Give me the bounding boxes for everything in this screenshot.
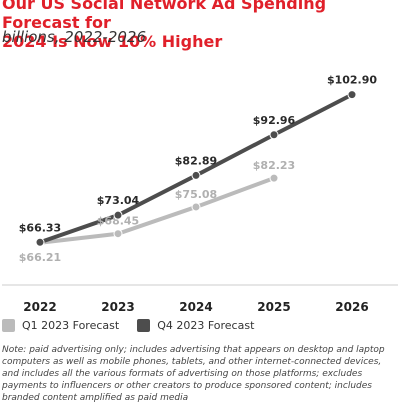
data-label: $82.89 — [175, 154, 217, 167]
legend-label-q4: Q4 2023 Forecast — [157, 318, 255, 332]
data-label: $68.45 — [97, 215, 139, 228]
series-line-1 — [38, 92, 354, 245]
legend-item-q4: Q4 2023 Forecast — [137, 318, 255, 332]
legend-label-q1: Q1 2023 Forecast — [22, 318, 120, 332]
data-label: $92.96 — [253, 114, 296, 127]
data-point — [191, 202, 201, 212]
data-point — [269, 173, 279, 183]
data-label: $73.04 — [97, 194, 140, 207]
series-line-0 — [38, 176, 276, 245]
data-label: $66.33 — [19, 221, 61, 234]
data-point — [113, 229, 123, 239]
x-tick-label: 2024 — [179, 300, 212, 314]
data-label: $66.21 — [19, 251, 61, 264]
data-point — [113, 210, 123, 220]
data-point — [269, 130, 279, 140]
chart-title: Our US Social Network Ad Spending Foreca… — [2, 0, 327, 51]
data-label: $82.23 — [253, 159, 295, 172]
legend-swatch-q1 — [2, 318, 15, 332]
legend-swatch-q4 — [137, 318, 151, 332]
data-point — [191, 170, 201, 180]
data-point — [35, 237, 45, 247]
chart-subtitle: billions, 2022-2026 — [2, 28, 146, 46]
chart-note: Note: paid advertising only; includes ad… — [2, 345, 385, 403]
x-tick-label: 2026 — [335, 300, 368, 314]
data-label: $75.08 — [175, 188, 217, 201]
x-tick-label: 2025 — [257, 300, 290, 314]
chart-legend: Q1 2023 Forecast Q4 2023 Forecast — [2, 317, 254, 333]
data-label: $102.90 — [327, 74, 377, 87]
x-tick-label: 2022 — [23, 300, 56, 314]
x-tick-label: 2023 — [101, 300, 134, 314]
data-point — [347, 90, 357, 100]
legend-item-q1: Q1 2023 Forecast — [2, 318, 120, 332]
line-chart: 2022 2023 2024 2025 2026 $66.21 $68.45 $75.08 $8… — [2, 74, 398, 314]
